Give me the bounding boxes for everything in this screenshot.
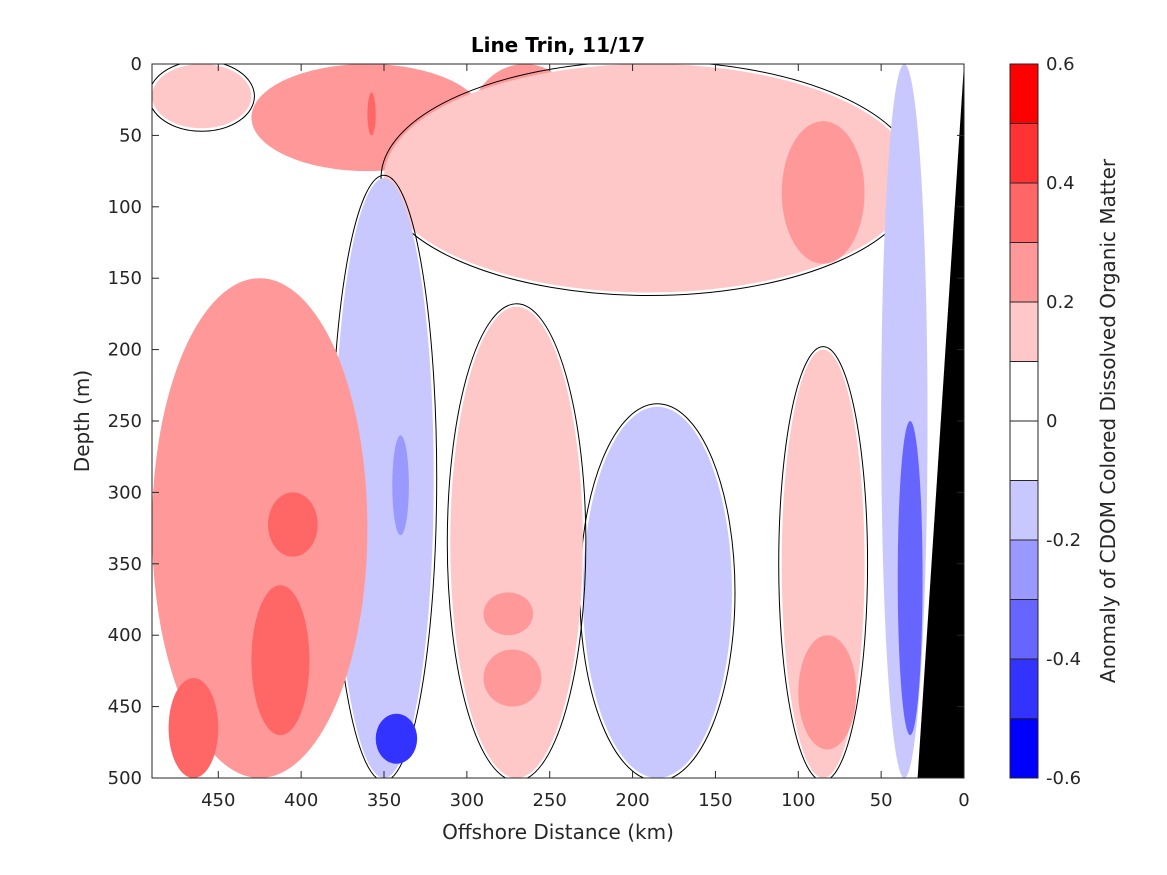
zero-contour-line (778, 346, 869, 778)
colorbar-band (1010, 421, 1038, 481)
positive-anomaly-patch (450, 306, 583, 778)
positive-anomaly-patch (268, 492, 318, 557)
positive-anomaly-patch (781, 121, 865, 264)
colorbar-tick-label: -0.4 (1046, 649, 1081, 670)
colorbar-band (1010, 361, 1038, 422)
colorbar-tick-label: 0.2 (1046, 292, 1075, 313)
positive-anomaly-patch (483, 649, 542, 707)
colorbar-band (1010, 480, 1038, 541)
zero-contour-line (152, 64, 255, 132)
bathymetry-mask (917, 64, 964, 778)
colorbar-band (1010, 302, 1038, 362)
colorbar-tick-label: -0.2 (1046, 530, 1081, 551)
colorbar-band (1010, 242, 1038, 303)
negative-anomaly-patch (582, 406, 732, 778)
colorbar-band (1010, 659, 1038, 719)
negative-anomaly-patch (334, 178, 434, 778)
positive-anomaly-patch (152, 64, 252, 129)
negative-anomaly-patch (897, 421, 923, 736)
y-tick-label: 100 (108, 197, 142, 218)
x-tick-label: 350 (367, 790, 401, 811)
positive-anomaly-patch (251, 585, 310, 736)
colorbar-tick-label: 0.4 (1046, 173, 1075, 194)
y-tick-label: 250 (108, 411, 142, 432)
positive-anomaly-patch (483, 592, 534, 636)
y-tick-label: 500 (108, 768, 142, 789)
colorbar-tick-label: -0.6 (1046, 768, 1081, 789)
colorbar-band (1010, 718, 1038, 779)
colorbar-band (1010, 183, 1038, 243)
y-tick-label: 450 (108, 697, 142, 718)
x-tick-label: 450 (201, 790, 235, 811)
x-axis: 450 400 350 300 250 200 150 100 50 0 (201, 64, 970, 811)
x-tick-label: 50 (870, 790, 893, 811)
negative-anomaly-patch (375, 713, 418, 764)
x-tick-label: 0 (958, 790, 969, 811)
x-tick-label: 150 (698, 790, 732, 811)
y-tick-label: 50 (119, 125, 142, 146)
plot-area (152, 64, 928, 778)
positive-anomaly-patch (168, 678, 219, 778)
zero-contour-line (446, 303, 587, 778)
positive-anomaly-patch (152, 278, 368, 778)
y-axis: 0 50 100 150 200 250 300 350 400 450 500 (108, 54, 964, 789)
colorbar-ticks: 0.6 0.4 0.2 0 -0.2 -0.4 -0.6 (1010, 54, 1081, 789)
colorbar-band (1010, 64, 1038, 124)
positive-anomaly-patch (384, 64, 915, 293)
y-tick-label: 300 (108, 482, 142, 503)
y-tick-label: 0 (131, 54, 142, 75)
colorbar-tick-label: 0.6 (1046, 54, 1075, 75)
y-tick-label: 400 (108, 625, 142, 646)
negative-anomaly-patch (392, 435, 409, 536)
y-tick-label: 350 (108, 554, 142, 575)
colorbar-label: Anomaly of CDOM Colored Dissolved Organi… (1096, 158, 1120, 683)
x-tick-label: 300 (450, 790, 484, 811)
x-axis-label: Offshore Distance (km) (442, 820, 674, 844)
x-tick-label: 100 (781, 790, 815, 811)
colorbar-band (1010, 123, 1038, 184)
positive-anomaly-patch (367, 92, 376, 136)
x-tick-label: 200 (615, 790, 649, 811)
x-tick-label: 400 (284, 790, 318, 811)
y-tick-label: 200 (108, 340, 142, 361)
colorbar-tick-label: 0 (1046, 411, 1057, 432)
colorbar (1010, 64, 1038, 779)
y-tick-label: 150 (108, 268, 142, 289)
colorbar-band (1010, 540, 1038, 600)
y-axis-label: Depth (m) (70, 370, 94, 472)
colorbar-band (1010, 599, 1038, 660)
chart-title: Line Trin, 11/17 (471, 33, 645, 57)
positive-anomaly-patch (798, 635, 857, 750)
x-tick-label: 250 (533, 790, 567, 811)
